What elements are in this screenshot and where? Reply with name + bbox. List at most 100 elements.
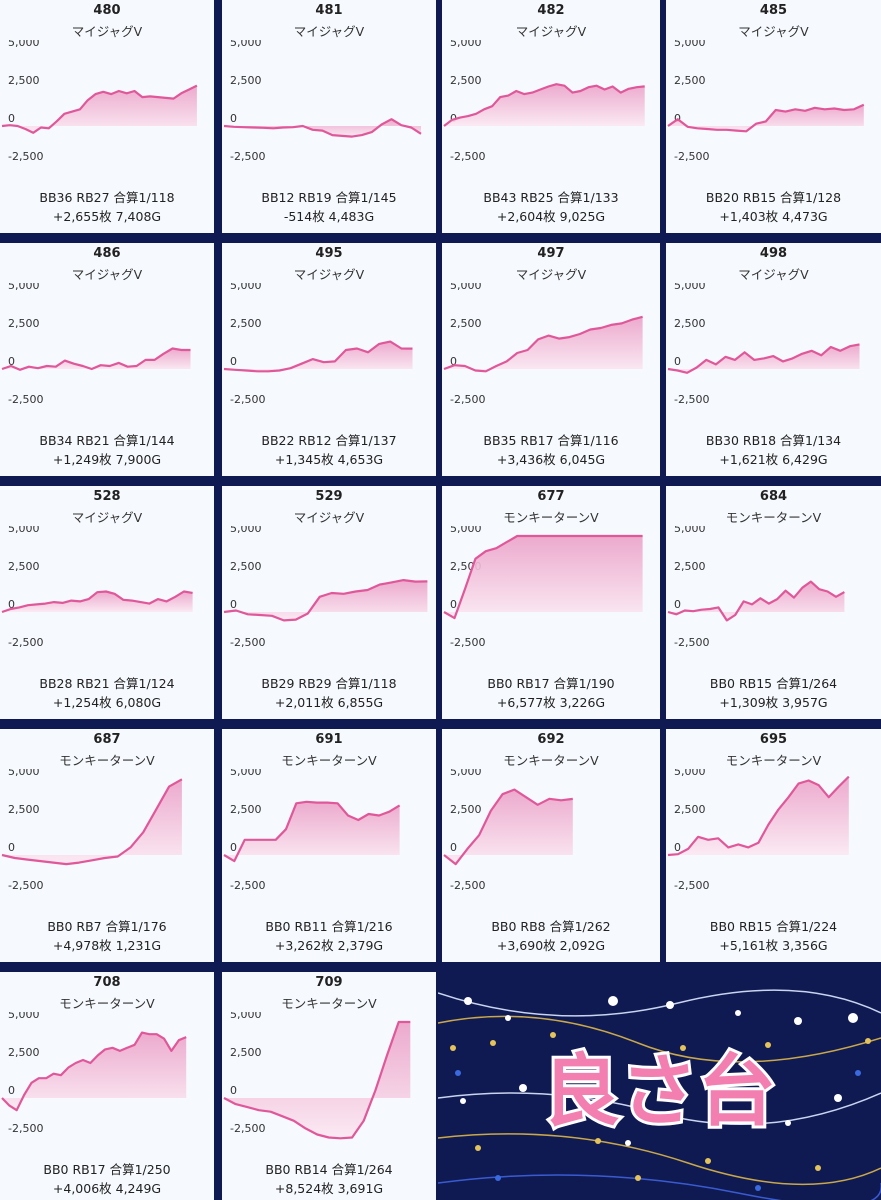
machine-model: モンキーターンV xyxy=(725,753,822,768)
y-tick-label: 2,500 xyxy=(674,803,706,816)
y-tick-label: 2,500 xyxy=(230,1046,262,1059)
chart-card-485: 485 マイジャグV 5,000 2,500 0 -2,500 BB20 RB15 合算1/… xyxy=(666,0,881,233)
machine-model: マイジャグV xyxy=(738,267,809,282)
machine-number: 691 xyxy=(315,732,343,747)
y-tick-label: 5,000 xyxy=(674,526,706,535)
total-result: +6,577枚 3,226G xyxy=(496,695,606,710)
chart-card-708: 708 モンキーターンV 5,000 2,500 0 -2,500 BB0 RB17 合算1… xyxy=(0,972,214,1200)
machine-model: モンキーターンV xyxy=(59,753,155,768)
y-tick-label: 5,000 xyxy=(230,769,262,778)
machine-model: モンキーターンV xyxy=(281,996,377,1011)
total-result: +3,262枚 2,379G xyxy=(274,938,384,953)
y-tick-label: 2,500 xyxy=(8,74,40,87)
machine-model: モンキーターンV xyxy=(503,753,599,768)
y-tick-label: 0 xyxy=(8,841,15,854)
y-tick-label: 5,000 xyxy=(8,769,40,778)
chart-card-529: 529 マイジャグV 5,000 2,500 0 -2,500 BB29 RB29 合算1/… xyxy=(222,486,436,719)
total-result: +2,655枚 7,408G xyxy=(52,209,162,224)
y-tick-label: 0 xyxy=(230,598,237,611)
y-tick-label: 5,000 xyxy=(674,283,706,292)
y-tick-label: 2,500 xyxy=(230,317,262,330)
y-tick-label: 5,000 xyxy=(8,526,40,535)
chart-card-695: 695 モンキーターンV 5,000 2,500 0 -2,500 BB0 RB15 合算1… xyxy=(666,729,881,962)
total-result: +1,249枚 7,900G xyxy=(52,452,162,467)
y-tick-label: 2,500 xyxy=(8,317,40,330)
y-tick-label: 5,000 xyxy=(8,40,40,49)
chart-card-482: 482 マイジャグV 5,000 2,500 0 -2,500 BB43 RB25 合算1/… xyxy=(442,0,660,233)
y-tick-label: 2,500 xyxy=(230,74,262,87)
y-tick-label: 5,000 xyxy=(8,1012,40,1021)
payout-area xyxy=(224,341,413,372)
machine-model: モンキーターンV xyxy=(725,510,822,525)
y-tick-label: 2,500 xyxy=(230,803,262,816)
y-tick-label: -2,500 xyxy=(674,150,709,163)
machine-number: 486 xyxy=(93,246,121,261)
payout-line xyxy=(1,1031,187,1112)
y-tick-label: 2,500 xyxy=(450,803,482,816)
total-result: +4,978枚 1,231G xyxy=(52,938,162,953)
y-tick-label: -2,500 xyxy=(450,393,485,406)
y-tick-label: 0 xyxy=(230,1084,237,1097)
y-tick-label: -2,500 xyxy=(674,879,709,892)
machine-model: モンキーターンV xyxy=(503,510,599,525)
y-tick-label: 2,500 xyxy=(230,560,262,573)
y-tick-label: -2,500 xyxy=(450,150,485,163)
payout-line xyxy=(667,103,865,133)
machine-number: 497 xyxy=(537,246,565,261)
y-tick-label: -2,500 xyxy=(8,393,43,406)
y-tick-label: -2,500 xyxy=(230,1122,265,1135)
total-result: +2,604枚 9,025G xyxy=(496,209,606,224)
machine-number: 709 xyxy=(315,975,343,990)
chart-card-480: 480 マイジャグV 5,000 2,500 0 -2,500 BB36 RB27 合算1/… xyxy=(0,0,214,233)
bonus-stats: BB43 RB25 合算1/133 xyxy=(483,190,619,205)
total-result: +8,524枚 3,691G xyxy=(274,1181,384,1196)
total-result: +1,345枚 4,653G xyxy=(274,452,384,467)
payout-area xyxy=(224,580,428,621)
bonus-stats: BB0 RB15 合算1/224 xyxy=(709,919,838,934)
machine-number: 695 xyxy=(759,732,788,747)
y-tick-label: 0 xyxy=(674,598,681,611)
y-tick-label: 2,500 xyxy=(674,560,706,573)
y-tick-label: 5,000 xyxy=(450,40,482,49)
banner-image: 良さ台 xyxy=(438,963,881,1200)
machine-number: 485 xyxy=(759,3,788,18)
payout-area xyxy=(2,1032,187,1111)
payout-line xyxy=(1,590,193,614)
total-result: -514枚 4,483G xyxy=(283,209,375,224)
y-tick-label: -2,500 xyxy=(674,393,709,406)
y-tick-label: 5,000 xyxy=(674,40,706,49)
payout-area xyxy=(2,779,182,865)
total-result: +1,621枚 6,429G xyxy=(719,452,828,467)
machine-model: モンキーターンV xyxy=(59,996,155,1011)
y-tick-label: 2,500 xyxy=(450,74,482,87)
y-tick-label: 0 xyxy=(8,1084,15,1097)
total-result: +1,309枚 3,957G xyxy=(719,695,828,710)
machine-number: 708 xyxy=(93,975,121,990)
payout-line xyxy=(443,534,643,620)
bonus-stats: BB28 RB21 合算1/124 xyxy=(39,676,175,691)
payout-line xyxy=(667,343,860,374)
bonus-stats: BB30 RB18 合算1/134 xyxy=(705,433,842,448)
chart-card-677: 677 モンキーターンV 5,000 2,500 0 -2,500 BB0 RB17 合算1… xyxy=(442,486,660,719)
bonus-stats: BB0 RB17 合算1/190 xyxy=(487,676,615,691)
y-tick-label: 0 xyxy=(230,112,237,125)
machine-number: 498 xyxy=(759,246,788,261)
chart-card-684: 684 モンキーターンV 5,000 2,500 0 -2,500 BB0 RB15 合算1… xyxy=(666,486,881,719)
payout-line xyxy=(223,800,401,863)
y-tick-label: -2,500 xyxy=(8,879,43,892)
machine-model: マイジャグV xyxy=(738,24,809,39)
payout-line xyxy=(443,315,643,373)
payout-line xyxy=(1,778,183,866)
y-tick-label: 5,000 xyxy=(230,40,262,49)
y-tick-label: 5,000 xyxy=(674,769,706,778)
payout-area xyxy=(668,104,864,132)
